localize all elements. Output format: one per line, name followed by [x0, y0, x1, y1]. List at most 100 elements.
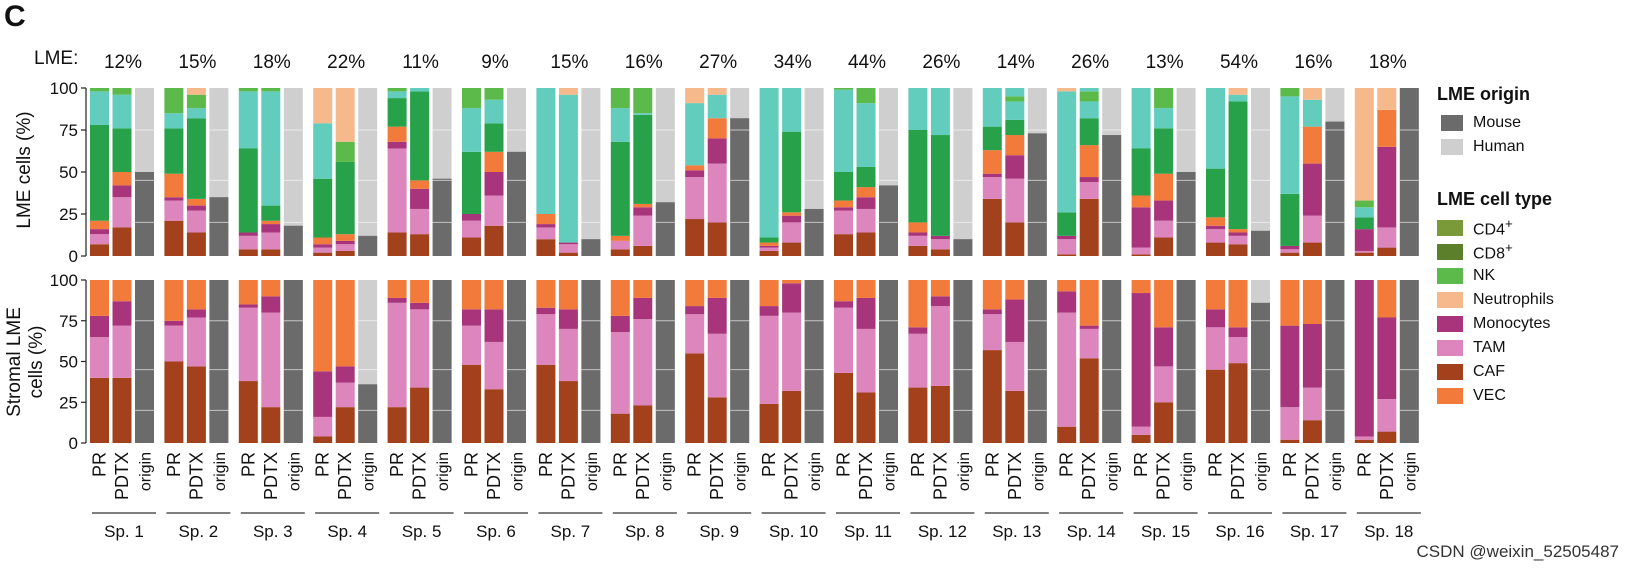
labels-layer: LME cells (%)Stromal LME cells (%)12%PR PD…	[4, 52, 1421, 541]
sp9-bar-label-origin: origin	[733, 452, 750, 491]
sp3-bottom-pdtx-caf-segment	[261, 407, 281, 443]
sp15-bottom-pr-caf-segment	[1131, 434, 1151, 443]
sp9-top-pdtx-monocytes-segment	[707, 138, 727, 164]
sp2-top-origin-mouse-segment	[209, 197, 229, 256]
sp10-top-origin-mouse-segment	[804, 208, 824, 256]
sp14-top-pdtx-green-segment	[1079, 118, 1099, 146]
sp4-bottom-pr-monocytes-segment	[313, 371, 333, 417]
sp16-bottom-pdtx-monocytes-segment	[1228, 327, 1248, 338]
sp2-top-pdtx-caf-segment	[186, 232, 206, 256]
sp16-top-pdtx-green-segment	[1228, 101, 1248, 230]
sp2-bottom-pdtx-caf-segment	[186, 366, 206, 443]
sp1-bottom-pr-tam-segment	[90, 337, 109, 378]
legend-label-nk: NK	[1473, 267, 1496, 284]
sp11-bottom-pr-caf-segment	[834, 372, 853, 443]
sp6-bottom-pdtx-tam-segment	[484, 341, 504, 390]
sp1-top-pr-teal-segment	[90, 91, 109, 125]
sp17-top-origin-mouse-segment	[1325, 121, 1345, 256]
sp16-top-pdtx-tam-segment	[1228, 235, 1248, 245]
sp2-lme-percent: 15%	[178, 52, 216, 73]
sp14-top-origin-mouse-segment	[1102, 135, 1122, 256]
sp17-lme-percent: 16%	[1294, 52, 1332, 73]
nk-swatch	[1437, 268, 1463, 284]
sp13-bottom-pr-vec-segment	[982, 280, 1002, 310]
sp13-top-origin-mouse-segment	[1027, 133, 1047, 256]
sp10-top-pdtx-monocytes-segment	[782, 215, 802, 223]
sp18-bottom-pdtx-tam-segment	[1377, 398, 1397, 432]
legend-item-human: Human	[1437, 135, 1627, 159]
sp6-bottom-pdtx-vec-segment	[484, 280, 504, 310]
sp3-top-pdtx-tam-segment	[261, 232, 281, 250]
sp15-bottom-origin-mouse-segment	[1176, 280, 1196, 443]
sp9-bottom-origin-mouse-segment	[730, 280, 750, 443]
sp17-top-pdtx-monocytes-segment	[1302, 163, 1322, 216]
legend-item-monocytes: Monocytes	[1437, 312, 1627, 336]
sp11-top-pr-green-segment	[834, 172, 853, 201]
sp12-top-pdtx-teal-segment	[930, 88, 950, 136]
sp14-bottom-pdtx-tam-segment	[1079, 328, 1099, 359]
legend-label-monocytes: Monocytes	[1473, 315, 1551, 332]
sp3-specimen-label: Sp. 3	[253, 522, 293, 541]
sp4-bottom-pr-tam-segment	[313, 416, 333, 437]
bottom-tick-label-75: 75	[59, 312, 78, 331]
sp12-bottom-pdtx-monocytes-segment	[930, 296, 950, 307]
sp6-top-pdtx-tam-segment	[484, 195, 504, 226]
sp14-top-pr-teal-segment	[1057, 91, 1077, 213]
panel-letter: C	[4, 0, 26, 33]
sp1-top-pr-green-segment	[90, 124, 109, 221]
sp1-bottom-pdtx-tam-segment	[112, 325, 132, 378]
sp7-top-pdtx-neutrophils-segment	[558, 88, 578, 95]
sp17-top-pr-nk-segment	[1280, 88, 1300, 97]
sp3-bottom-pdtx-tam-segment	[261, 312, 281, 408]
sp7-specimen-label: Sp. 7	[551, 522, 591, 541]
sp13-top-pr-green-segment	[982, 126, 1002, 151]
sp16-top-pdtx-vec-segment	[1228, 229, 1248, 233]
legend-item-cd4: CD4+	[1437, 216, 1627, 240]
sp6-top-pdtx-green-segment	[484, 123, 504, 152]
sp9-top-pr-teal-segment	[685, 103, 705, 166]
sp14-bottom-pr-monocytes-segment	[1057, 291, 1077, 313]
sp4-top-pdtx-green-segment	[335, 161, 355, 235]
sp14-top-pr-green-segment	[1057, 212, 1077, 236]
sp5-top-pr-teal-segment	[387, 91, 407, 99]
sp6-bar-label-pr: PR	[462, 452, 482, 477]
sp9-bar-label-pr: PR	[685, 452, 705, 477]
sp13-specimen-label: Sp. 13	[992, 522, 1041, 541]
origin-legend-title: LME origin	[1437, 84, 1530, 104]
sp17-bottom-pdtx-caf-segment	[1302, 420, 1322, 443]
sp7-top-pr-tam-segment	[536, 227, 556, 240]
sp13-top-pr-teal-segment	[982, 88, 1002, 127]
sp2-specimen-label: Sp. 2	[179, 522, 219, 541]
sp7-bottom-pr-vec-segment	[536, 280, 556, 308]
sp7-bottom-pr-caf-segment	[536, 364, 556, 443]
sp15-bottom-pdtx-tam-segment	[1154, 366, 1174, 403]
sp1-bar-label-pdtx: PDTX	[112, 452, 132, 500]
sp4-top-pdtx-nk-segment	[335, 141, 355, 162]
sp1-top-pdtx-nk-segment	[112, 88, 132, 95]
sp3-bottom-pdtx-monocytes-segment	[261, 296, 281, 313]
sp2-bottom-pdtx-vec-segment	[186, 280, 206, 310]
legend-label-mouse: Mouse	[1473, 114, 1522, 131]
sp10-bar-label-pdtx: PDTX	[782, 452, 802, 500]
sp1-top-pdtx-vec-segment	[112, 172, 132, 186]
sp10-bottom-pdtx-vec-segment	[782, 280, 802, 284]
sp11-specimen-label: Sp. 11	[844, 522, 892, 541]
sp2-top-pr-caf-segment	[164, 220, 184, 256]
sp7-bar-label-pr: PR	[536, 452, 556, 477]
sp4-bottom-pdtx-vec-segment	[335, 280, 355, 367]
sp8-bottom-pr-caf-segment	[610, 413, 630, 443]
sp13-bottom-pdtx-vec-segment	[1005, 280, 1025, 300]
sp8-top-pdtx-caf-segment	[633, 245, 653, 256]
sp12-top-pr-teal-segment	[908, 88, 928, 130]
sp3-top-origin-mouse-segment	[283, 225, 303, 256]
sp2-top-pdtx-teal-segment	[186, 108, 206, 119]
sp17-bottom-pr-caf-segment	[1280, 439, 1300, 443]
sp6-top-pdtx-monocytes-segment	[484, 172, 504, 196]
sp5-bottom-origin-mouse-segment	[432, 280, 452, 443]
sp18-bottom-origin-mouse-segment	[1399, 280, 1419, 443]
human-swatch	[1441, 139, 1463, 155]
sp15-top-pdtx-green-segment	[1154, 128, 1174, 174]
sp5-top-pr-nk-segment	[387, 88, 407, 92]
sp10-bottom-pr-monocytes-segment	[759, 306, 779, 316]
sp18-top-pdtx-neutrophils-segment	[1377, 88, 1397, 110]
